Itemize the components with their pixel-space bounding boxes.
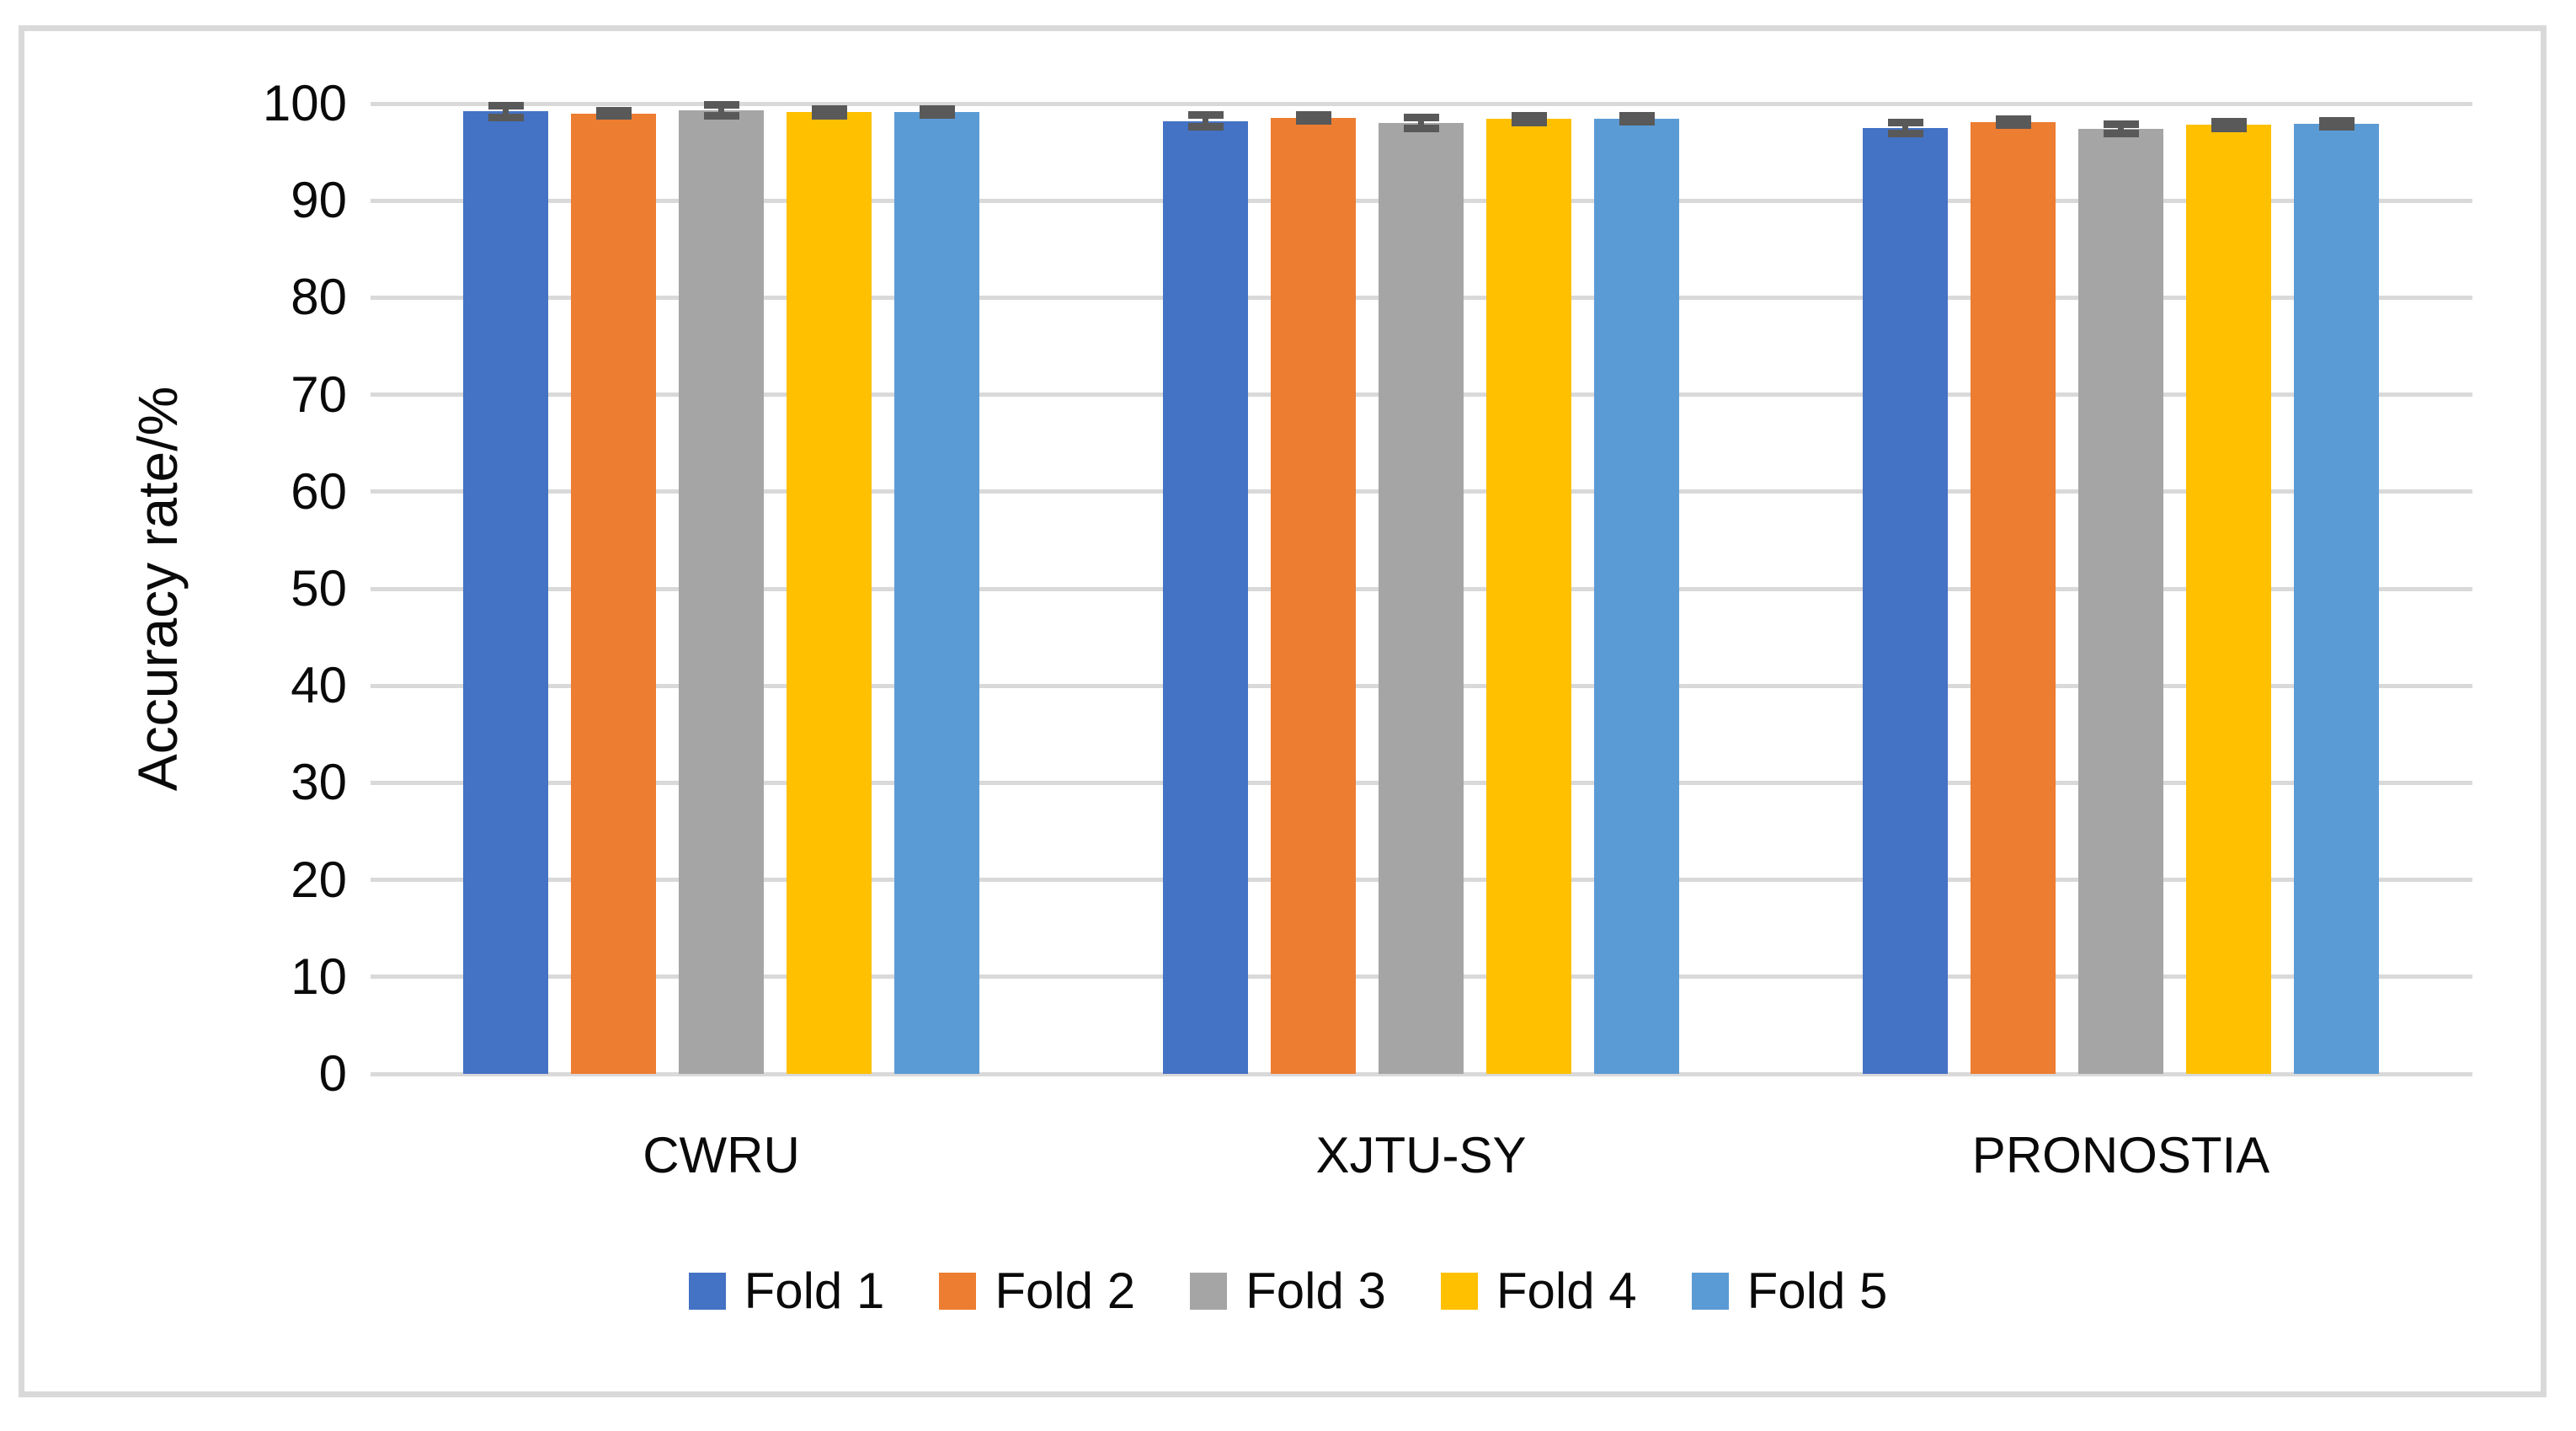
error-bar-top-cap (595, 107, 632, 115)
legend-item-fold-3: Fold 3 (1190, 1262, 1386, 1321)
y-tick-label-40: 40 (291, 657, 347, 714)
error-bar-bottom-cap (703, 112, 739, 120)
legend-label: Fold 5 (1747, 1263, 1888, 1319)
legend-item-fold-5: Fold 5 (1691, 1262, 1888, 1321)
bar-XJTU-SY-fold-2 (1271, 118, 1356, 1074)
legend-item-fold-4: Fold 4 (1440, 1262, 1637, 1321)
error-bar-line-XJTU-SY-fold-1 (1203, 115, 1208, 127)
legend-marker-icon (1440, 1273, 1478, 1310)
bar-CWRU-fold-1 (463, 111, 548, 1074)
legend-label: Fold 1 (744, 1263, 885, 1319)
error-bar-top-cap (703, 100, 739, 109)
error-bar-line-CWRU-fold-3 (718, 104, 724, 116)
error-bar-bottom-cap (1187, 123, 1224, 131)
bar-XJTU-SY-fold-4 (1486, 119, 1571, 1074)
y-tick-label-30: 30 (291, 754, 347, 811)
error-bar-bottom-cap (1995, 120, 2031, 129)
bar-CWRU-fold-3 (679, 110, 764, 1074)
error-bar-top-cap (2211, 117, 2247, 125)
y-tick-label-10: 10 (291, 948, 347, 1005)
error-bar-top-cap (2103, 120, 2139, 128)
legend: Fold 1 Fold 2 Fold 3 Fold 4 Fold 5 (0, 1262, 2576, 1321)
bar-XJTU-SY-fold-3 (1379, 123, 1464, 1074)
error-bar-bottom-cap (919, 111, 955, 120)
error-bar-bottom-cap (2211, 124, 2247, 132)
gridline-100 (371, 101, 2472, 106)
legend-marker-icon (1691, 1273, 1729, 1310)
y-tick-label-20: 20 (291, 851, 347, 908)
bar-PRONOSTIA-fold-3 (2078, 128, 2163, 1074)
error-bar-top-cap (811, 104, 847, 113)
bar-PRONOSTIA-fold-5 (2294, 124, 2379, 1074)
error-bar-top-cap (1187, 111, 1224, 120)
legend-marker-icon (688, 1273, 726, 1310)
y-tick-label-50: 50 (291, 560, 347, 617)
error-bar-bottom-cap (2318, 123, 2355, 131)
error-bar-line-XJTU-SY-fold-3 (1418, 117, 1424, 129)
error-bar-top-cap (1295, 111, 1331, 120)
legend-item-fold-2: Fold 2 (939, 1262, 1135, 1321)
error-bar-bottom-cap (811, 111, 847, 120)
error-bar-bottom-cap (1403, 124, 1439, 132)
legend-label: Fold 4 (1496, 1263, 1637, 1319)
y-tick-label-90: 90 (291, 172, 347, 229)
error-bar-top-cap (1887, 118, 1923, 126)
bar-CWRU-fold-2 (571, 113, 656, 1074)
y-tick-label-70: 70 (291, 366, 347, 423)
legend-label: Fold 3 (1245, 1263, 1386, 1319)
y-tick-label-60: 60 (291, 462, 347, 520)
error-bar-top-cap (488, 101, 524, 109)
x-category-label-xjtu-sy: XJTU-SY (1315, 1127, 1527, 1183)
y-tick-label-0: 0 (318, 1045, 347, 1102)
y-tick-label-100: 100 (262, 75, 347, 131)
bar-CWRU-fold-4 (787, 112, 872, 1074)
error-bar-top-cap (1403, 114, 1439, 122)
legend-label: Fold 2 (995, 1263, 1136, 1319)
error-bar-line-PRONOSTIA-fold-1 (1902, 122, 1908, 134)
error-bar-bottom-cap (595, 111, 632, 120)
error-bar-bottom-cap (1619, 118, 1655, 126)
gridline-0 (371, 1071, 2472, 1076)
error-bar-top-cap (1511, 111, 1547, 120)
bar-XJTU-SY-fold-5 (1594, 119, 1679, 1074)
error-bar-bottom-cap (1295, 117, 1331, 125)
error-bar-line-PRONOSTIA-fold-3 (2118, 124, 2124, 134)
error-bar-bottom-cap (2103, 130, 2139, 138)
x-category-label-pronostia: PRONOSTIA (1971, 1127, 2270, 1183)
plot-area (371, 100, 2472, 1076)
error-bar-bottom-cap (1511, 118, 1547, 126)
error-bar-top-cap (1619, 112, 1655, 120)
error-bar-bottom-cap (488, 113, 524, 121)
bar-CWRU-fold-5 (894, 112, 979, 1074)
legend-item-fold-1: Fold 1 (688, 1262, 885, 1321)
error-bar-top-cap (2318, 117, 2355, 125)
error-bar-top-cap (919, 105, 955, 114)
x-category-label-cwru: CWRU (643, 1127, 800, 1183)
error-bar-top-cap (1995, 115, 2031, 123)
y-tick-label-80: 80 (291, 269, 347, 326)
error-bar-line-CWRU-fold-1 (503, 105, 509, 118)
legend-marker-icon (1190, 1273, 1228, 1310)
error-bar-bottom-cap (1887, 129, 1923, 137)
legend-marker-icon (939, 1273, 977, 1310)
bar-PRONOSTIA-fold-1 (1863, 127, 1948, 1074)
bar-PRONOSTIA-fold-2 (1971, 121, 2056, 1074)
bar-XJTU-SY-fold-1 (1163, 120, 1248, 1074)
bar-PRONOSTIA-fold-4 (2186, 125, 2271, 1074)
